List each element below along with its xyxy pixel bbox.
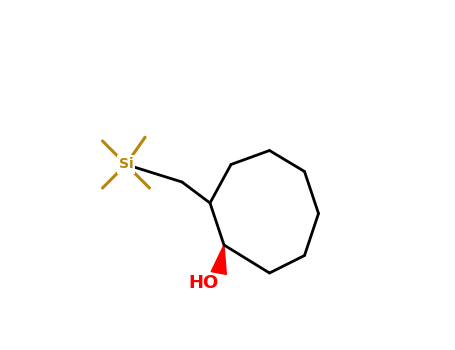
- Polygon shape: [211, 245, 226, 274]
- Text: Si: Si: [119, 158, 133, 172]
- Text: HO: HO: [188, 274, 218, 292]
